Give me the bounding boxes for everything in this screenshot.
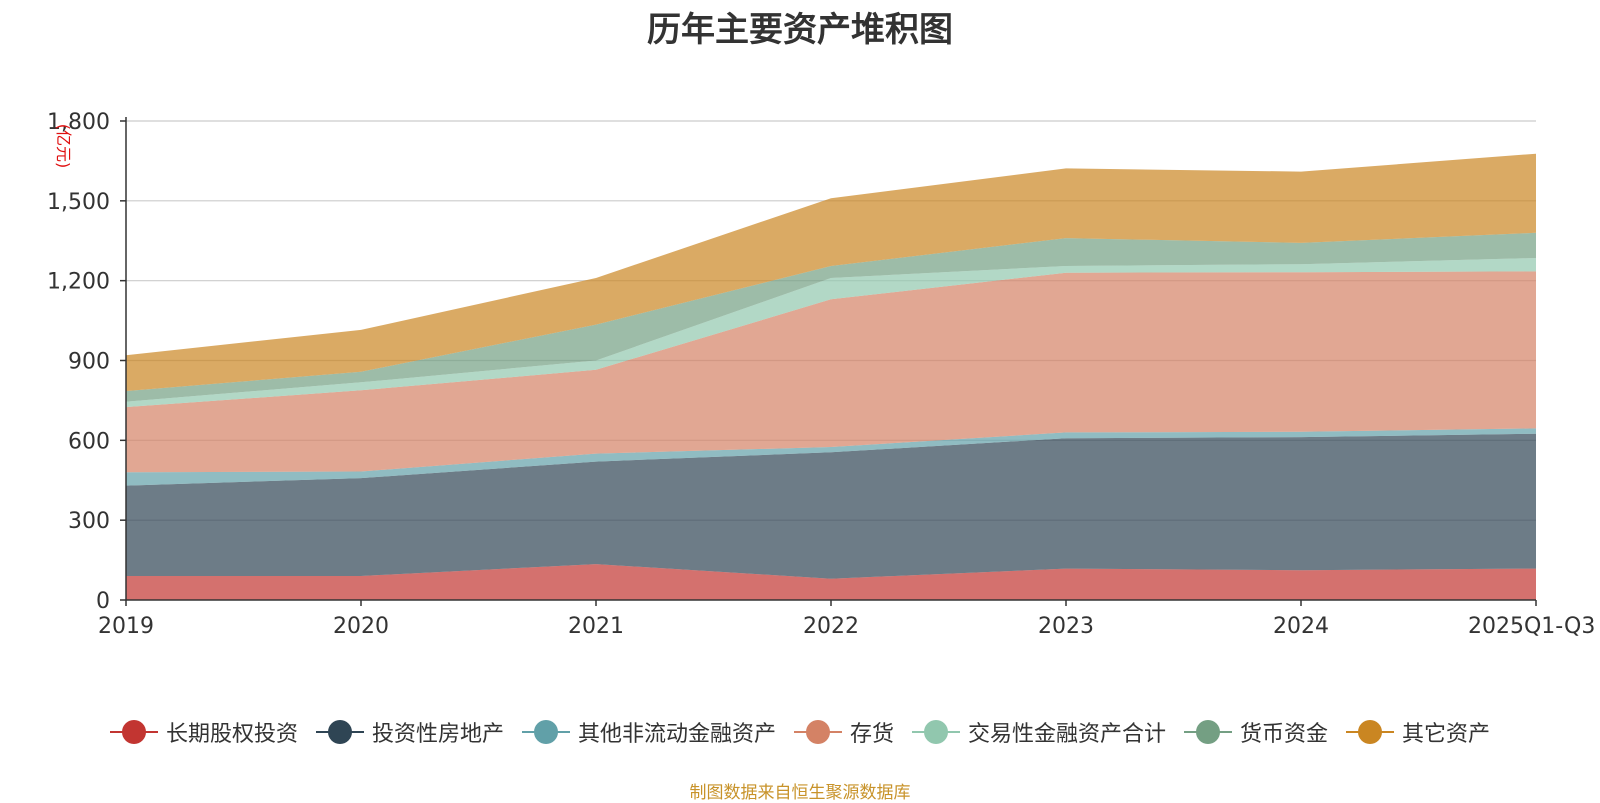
legend-label: 投资性房地产 <box>371 722 504 747</box>
legend-item[interactable]: 投资性房地产 <box>315 716 504 748</box>
legend-item[interactable]: 货币资金 <box>1184 716 1328 748</box>
legend-item[interactable]: 交易性金融资产合计 <box>912 716 1166 748</box>
x-tick-label: 2019 <box>98 614 154 639</box>
y-axis-unit-label: (亿元) <box>54 124 73 169</box>
y-tick-label: 300 <box>68 509 110 534</box>
x-tick-label: 2021 <box>568 614 624 639</box>
x-tick-label: 2020 <box>333 614 389 639</box>
area-series-货币资金[interactable] <box>126 232 1536 402</box>
source-note: 制图数据来自恒生聚源数据库 <box>689 783 911 803</box>
legend-swatch-icon <box>1346 720 1395 744</box>
x-tick-label: 2023 <box>1038 614 1094 639</box>
area-series-其他非流动金融资产[interactable] <box>126 428 1536 486</box>
y-tick-label: 900 <box>68 350 110 375</box>
chart-title: 历年主要资产堆积图 <box>647 10 953 50</box>
legend-label: 长期股权投资 <box>165 722 298 747</box>
legend-item[interactable]: 存货 <box>793 716 894 748</box>
legend-label: 其他非流动金融资产 <box>577 722 776 747</box>
legend-label: 货币资金 <box>1240 722 1329 747</box>
legend-swatch-icon <box>793 720 842 744</box>
x-tick-label: 2025Q1-Q3 <box>1468 614 1595 639</box>
legend-label: 交易性金融资产合计 <box>968 722 1167 747</box>
area-series-投资性房地产[interactable] <box>126 433 1536 579</box>
legend-swatch-icon <box>1184 720 1233 744</box>
legend-label: 存货 <box>849 722 894 747</box>
y-tick-label: 1,200 <box>47 270 110 295</box>
legend-swatch-icon <box>521 720 570 744</box>
legend-swatch-icon <box>912 720 960 744</box>
x-tick-label: 2022 <box>803 614 859 639</box>
legend-item[interactable]: 长期股权投资 <box>109 716 298 748</box>
axes: 0 300 600 900 1,200 1,500 1,800 2019 2020 2021 202… <box>47 110 1595 639</box>
y-tick-label: 1,800 <box>47 110 110 135</box>
legend-item[interactable]: 其它资产 <box>1346 716 1490 748</box>
legend: 长期股权投资 投资性房地产 其他非流动金融资产 存货 交易性金融资产合计 货币资金 其它资产 <box>0 716 1600 748</box>
x-tick-label: 2024 <box>1273 614 1329 639</box>
area-series-长期股权投资[interactable] <box>126 564 1536 600</box>
stacked-areas <box>126 153 1536 600</box>
legend-swatch-icon <box>315 720 364 744</box>
area-series-存货[interactable] <box>126 271 1536 473</box>
area-series-交易性金融资产合计[interactable] <box>126 258 1536 408</box>
legend-label: 其它资产 <box>1402 722 1491 747</box>
legend-item[interactable]: 其他非流动金融资产 <box>521 716 776 748</box>
y-tick-label: 600 <box>68 429 110 454</box>
y-tick-label: 0 <box>96 589 110 614</box>
area-series-其它资产[interactable] <box>126 153 1536 392</box>
y-tick-label: 1,500 <box>47 190 110 215</box>
legend-swatch-icon <box>109 720 158 744</box>
